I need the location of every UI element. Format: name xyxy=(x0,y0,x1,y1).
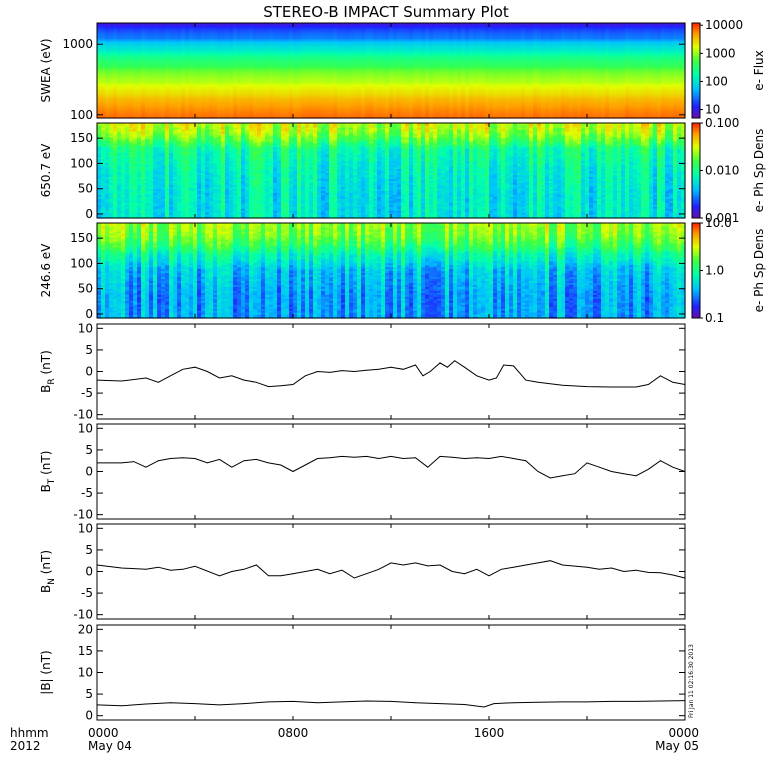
heatmap-cells xyxy=(97,23,686,119)
plot-title: STEREO-B IMPACT Summary Plot xyxy=(263,3,509,21)
